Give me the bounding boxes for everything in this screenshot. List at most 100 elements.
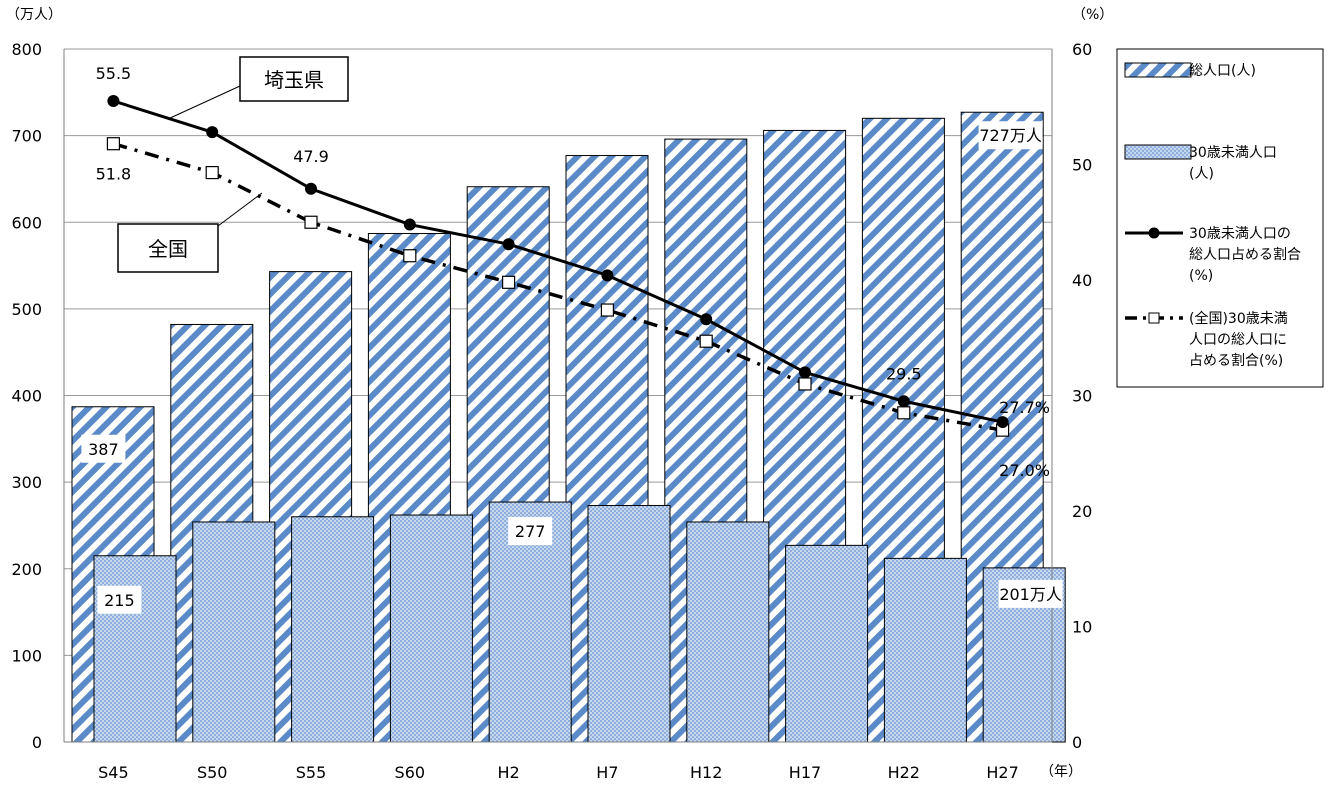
saitama-ratio-marker	[502, 238, 515, 251]
y-right-tick-label: 10	[1072, 618, 1092, 637]
line-data-label: 51.8	[96, 165, 132, 184]
line-data-label: 47.9	[293, 147, 329, 166]
legend-swatch	[1124, 62, 1192, 78]
national-ratio-marker	[502, 275, 516, 289]
national-ratio-marker	[699, 334, 713, 348]
y-right-tick-label: 0	[1072, 733, 1082, 752]
under30-population-bar	[785, 544, 869, 743]
national-ratio-marker	[106, 137, 121, 151]
bar-data-label: 277	[515, 522, 546, 541]
x-tick-label: S45	[98, 763, 129, 782]
y-right-tick-label: 40	[1072, 271, 1092, 290]
y-left-tick-label: 500	[11, 300, 42, 319]
legend-box	[1116, 48, 1324, 388]
saitama-ratio-marker	[403, 218, 416, 231]
legend-label: 30歳未満人口の	[1189, 226, 1291, 242]
y-right-tick-label: 50	[1072, 156, 1092, 175]
saitama-ratio-marker	[799, 366, 811, 379]
legend-label: 30歳未満人口	[1189, 145, 1277, 161]
data-labels: 387 215 277 727万人 201万人 55.5 51.8 47.9 29.5 27.7%…	[81, 64, 1063, 614]
legend-label: 総人口(人)	[1189, 63, 1256, 79]
saitama-ratio-marker	[897, 395, 910, 408]
y-right-tick-label: 60	[1072, 40, 1092, 59]
line-data-label: 29.5	[886, 364, 922, 383]
national-ratio-marker	[600, 303, 615, 317]
national-callout-text: 全国	[148, 237, 188, 261]
national-ratio-marker	[304, 215, 318, 229]
under30-population-bar	[389, 514, 473, 743]
y-left-tick-label: 300	[11, 473, 42, 492]
legend-swatch-marker	[1148, 227, 1160, 239]
under30-population-bars	[93, 501, 1066, 743]
national-callout-leader	[217, 192, 263, 227]
under30-population-bar	[93, 555, 177, 743]
national-ratio-marker	[798, 377, 812, 391]
legend-label: 占める割合(%)	[1189, 352, 1283, 369]
bar-data-label-bg	[508, 517, 553, 546]
under30-population-bar	[883, 557, 967, 743]
legend-label: (人)	[1189, 166, 1214, 182]
x-tick-label: H17	[789, 763, 821, 782]
y-right-unit: （%）	[1072, 7, 1113, 23]
legend-swatch	[1124, 144, 1192, 160]
national-ratio-marker	[205, 165, 219, 180]
x-tick-label: S50	[197, 763, 228, 782]
legend-label: (全国)30歳未満	[1189, 310, 1288, 327]
y-left-tick-label: 600	[11, 213, 42, 232]
saitama-ratio-marker	[700, 313, 713, 326]
saitama-ratio-line	[112, 99, 1003, 424]
national-ratio-marker	[403, 249, 417, 263]
y-left-tick-label: 0	[32, 733, 42, 752]
saitama-callout-text: 埼玉県	[264, 68, 324, 92]
legend-label: 人口の総人口に	[1189, 332, 1287, 348]
axes: 0 100 200 300 400 500 600 700 800 0 10 20 30 40 50 60 （万…	[6, 7, 1113, 782]
bar-data-label: 215	[104, 591, 135, 610]
saitama-callout-box	[239, 56, 349, 102]
ratio-lines	[106, 94, 1010, 437]
bar-data-label-bg	[97, 585, 142, 614]
national-ratio-line	[112, 142, 1003, 432]
y-right-tick-label: 30	[1072, 387, 1092, 406]
x-tick-label: S60	[395, 763, 426, 782]
saitama-ratio-marker	[996, 416, 1009, 429]
saitama-callout-leader	[167, 85, 241, 120]
line-data-label: 27.7%	[999, 398, 1050, 417]
line-data-label: 27.0%	[999, 461, 1050, 480]
saitama-ratio-marker	[206, 126, 219, 139]
x-tick-label: H12	[690, 763, 722, 782]
national-callout-box	[117, 223, 219, 273]
under30-population-bar	[686, 521, 770, 743]
y-left-tick-label: 400	[11, 387, 42, 406]
under30-population-bar	[291, 516, 375, 743]
x-tick-label: H2	[497, 763, 519, 782]
x-tick-label: S55	[296, 763, 327, 782]
bar-data-label-bg	[978, 121, 1043, 150]
x-tick-label: H27	[986, 763, 1018, 782]
y-right-tick-label: 20	[1072, 502, 1092, 521]
bar-data-label: 727万人	[979, 126, 1042, 145]
saitama-ratio-marker	[601, 269, 614, 282]
legend-label: 総人口占める割合	[1189, 246, 1301, 263]
bar-data-label: 201万人	[999, 585, 1062, 604]
bar-data-label-bg	[998, 579, 1063, 608]
national-ratio-marker	[897, 406, 911, 420]
legend-label: (%)	[1189, 268, 1213, 284]
saitama-ratio-marker	[107, 94, 120, 107]
x-tick-label: H7	[596, 763, 618, 782]
under30-population-bar	[587, 505, 671, 743]
x-unit: （年）	[1040, 764, 1082, 780]
line-data-label: 55.5	[96, 64, 132, 83]
under30-population-bar	[192, 521, 276, 743]
y-left-tick-label: 100	[11, 646, 42, 665]
legend-swatch-marker	[1148, 312, 1160, 324]
bar-data-label: 387	[88, 440, 119, 459]
y-left-tick-label: 800	[11, 40, 42, 59]
y-left-unit: （万人）	[6, 7, 62, 23]
x-tick-label: H22	[888, 763, 920, 782]
saitama-ratio-marker	[305, 182, 317, 195]
y-left-tick-label: 700	[11, 127, 42, 146]
bar-data-label-bg	[81, 434, 126, 463]
